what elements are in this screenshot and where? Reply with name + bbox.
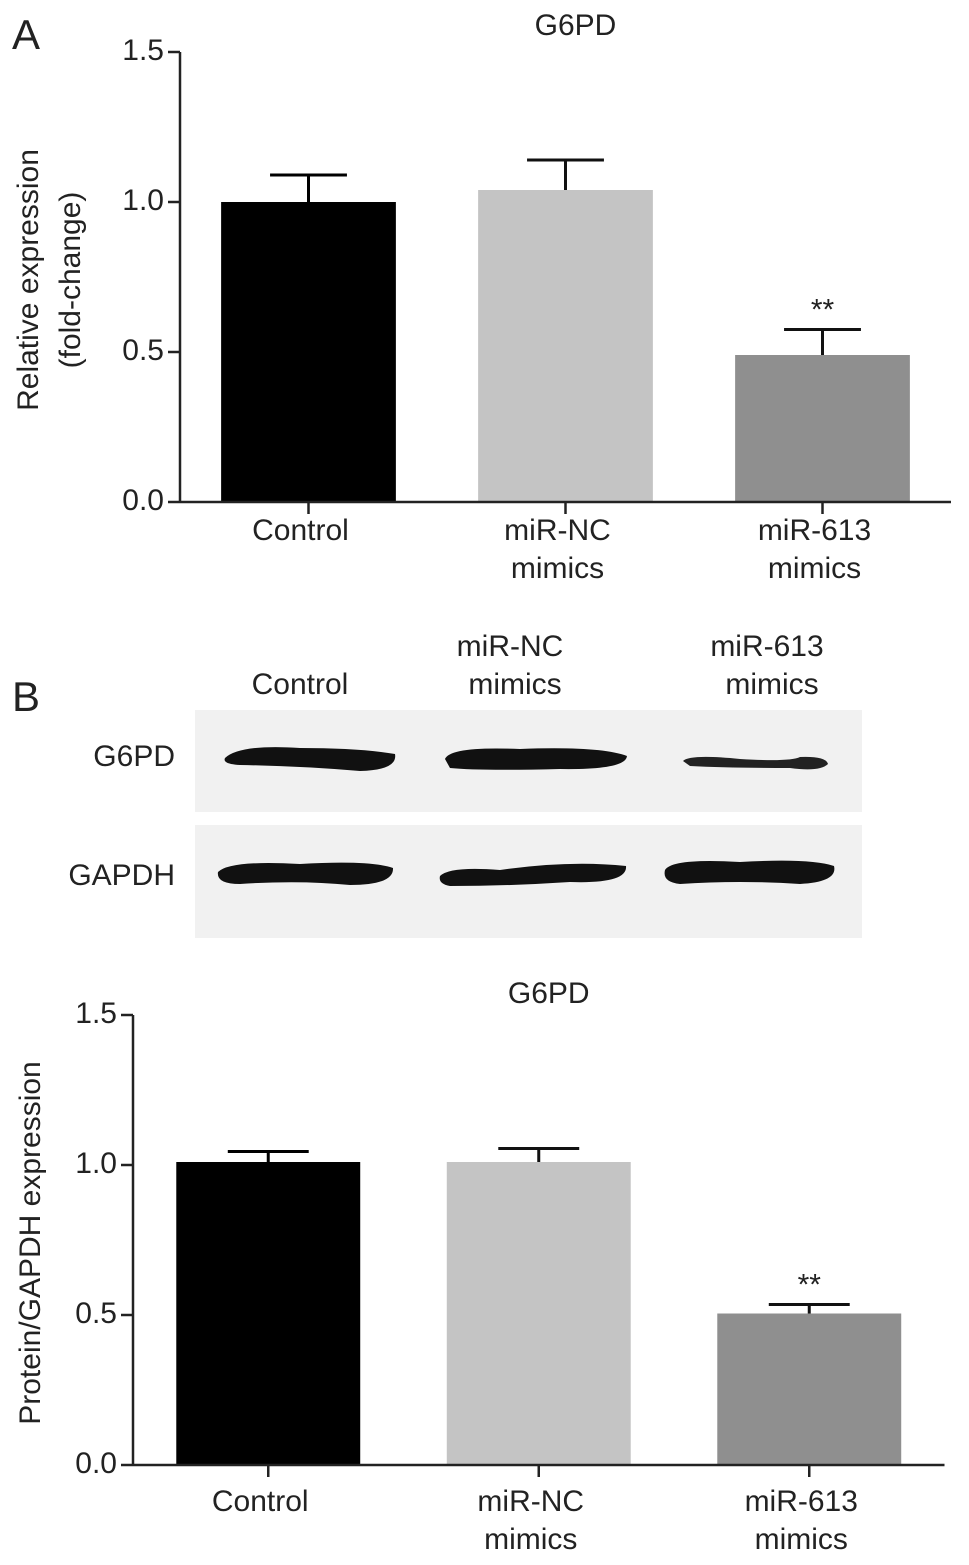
y-tick-label: 0.5 [75, 1297, 117, 1330]
lane-label: mimics [725, 668, 818, 701]
bar [221, 202, 396, 502]
x-tick-label: Control [212, 1485, 309, 1518]
panel-label: B [12, 673, 40, 720]
x-tick-label: mimics [511, 552, 604, 585]
x-tick-label: mimics [768, 552, 861, 585]
y-tick-label: 0.0 [122, 484, 164, 517]
bar [446, 1162, 631, 1465]
bar [717, 1313, 902, 1465]
bar [176, 1162, 361, 1465]
y-tick-label: 0.0 [75, 1447, 117, 1480]
lane-label: mimics [468, 668, 561, 701]
y-tick-label: 1.0 [75, 1147, 117, 1180]
significance: ** [798, 1268, 822, 1301]
lane-label: miR-NC [457, 630, 564, 663]
y-tick-label: 1.5 [122, 34, 164, 67]
y-axis-label: Relative expression [12, 149, 45, 411]
error-bar [768, 1303, 850, 1314]
y-axis-label: (fold-change) [54, 192, 87, 369]
significance: ** [811, 293, 835, 326]
error-bar [527, 158, 604, 190]
x-tick-label: miR-613 [758, 514, 871, 547]
lane-label: miR-613 [710, 630, 823, 663]
x-tick-label: miR-613 [745, 1485, 858, 1518]
bar [478, 190, 653, 502]
row-label: G6PD [93, 740, 175, 773]
y-tick-label: 1.5 [75, 997, 117, 1030]
lane-label: Control [252, 668, 349, 701]
x-tick-label: Control [252, 514, 349, 547]
error-bar [227, 1150, 309, 1162]
panel-label: A [12, 11, 40, 58]
error-bar [784, 328, 861, 355]
y-tick-label: 1.0 [122, 184, 164, 217]
chart-title: G6PD [535, 9, 617, 42]
x-tick-label: mimics [484, 1523, 577, 1556]
row-label: GAPDH [68, 859, 175, 892]
x-tick-label: miR-NC [477, 1485, 584, 1518]
bar [735, 355, 910, 502]
chart-title: G6PD [508, 977, 590, 1010]
error-bar [498, 1147, 580, 1162]
y-axis-label: Protein/GAPDH expression [14, 1061, 47, 1425]
x-tick-label: mimics [755, 1523, 848, 1556]
error-bar [270, 173, 347, 202]
blot-image [195, 710, 862, 938]
y-tick-label: 0.5 [122, 334, 164, 367]
x-tick-label: miR-NC [504, 514, 611, 547]
